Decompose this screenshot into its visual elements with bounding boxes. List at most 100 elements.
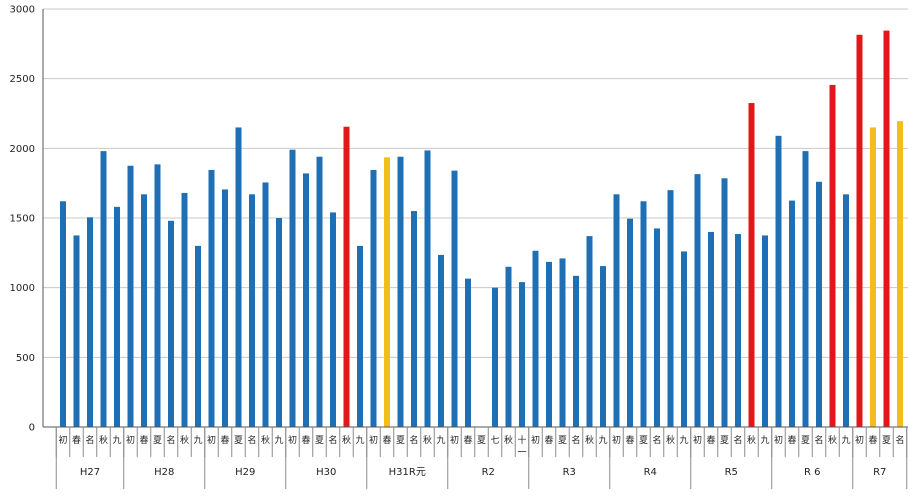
bars <box>60 30 903 428</box>
x-tick-label: 夏 <box>396 435 405 446</box>
x-tick-label: 九 <box>193 435 202 446</box>
bar <box>519 282 525 427</box>
axes <box>42 9 908 489</box>
x-tick-label: 初 <box>369 434 378 446</box>
bar <box>870 127 876 427</box>
bar <box>802 151 809 427</box>
x-tick-label: 春 <box>625 434 634 446</box>
year-label: H28 <box>154 467 174 478</box>
bar <box>843 194 849 427</box>
bar <box>613 194 620 427</box>
bar <box>573 275 579 427</box>
y-tick-label: 0 <box>29 423 35 434</box>
x-tick-label: 初 <box>126 434 135 446</box>
year-label: H29 <box>235 467 255 478</box>
x-tick-label: 夏 <box>801 435 810 446</box>
bar <box>357 245 363 427</box>
bar <box>276 218 282 427</box>
bar <box>816 181 822 427</box>
bar <box>438 254 444 427</box>
bar <box>127 165 134 427</box>
x-tick-label: 九 <box>274 435 283 446</box>
x-tick-label: 初 <box>207 434 216 446</box>
x-tick-label: 九 <box>679 435 688 446</box>
bar <box>721 178 728 427</box>
x-tick-label: 初 <box>288 434 297 446</box>
x-tick-label: 名 <box>895 434 904 446</box>
x-tick-label: 九 <box>760 435 769 446</box>
x-tick-label: 春 <box>787 434 796 446</box>
y-tick-label: 2500 <box>10 74 35 85</box>
bar <box>73 235 80 427</box>
bar <box>694 174 701 427</box>
bar <box>735 234 741 427</box>
year-label: R 6 <box>804 467 821 478</box>
y-tick-label: 500 <box>16 353 35 364</box>
bar <box>424 150 431 427</box>
x-tick-label: 秋 <box>504 434 513 446</box>
year-label: R3 <box>563 467 576 478</box>
x-tick-label: 春 <box>868 434 877 446</box>
x-tick-label: 初 <box>774 434 783 446</box>
bar <box>141 194 147 427</box>
x-tick-label: 春 <box>220 434 229 446</box>
x-tick-label: 九 <box>112 435 121 446</box>
x-tick-label: 九 <box>841 435 850 446</box>
y-axis-ticks: 0 500 1000 1500 2000 2500 3000 <box>10 5 35 434</box>
bar <box>762 235 768 427</box>
x-tick-label: 夏 <box>315 435 324 446</box>
year-label: R7 <box>873 467 886 478</box>
x-tick-label: 九 <box>598 435 607 446</box>
x-tick-label: 夏 <box>720 435 729 446</box>
x-tick-label: 夏 <box>477 435 486 446</box>
year-label: H30 <box>316 467 336 478</box>
x-tick-label: 夏 <box>639 435 648 446</box>
x-tick-label: 秋 <box>99 434 108 446</box>
x-tick-label: 秋 <box>666 434 675 446</box>
bar <box>384 157 390 427</box>
bar <box>222 189 228 427</box>
x-tick-label: 名 <box>814 434 823 446</box>
bar <box>546 261 552 427</box>
x-tick-label: 名 <box>85 434 94 446</box>
x-tick-label: 九 <box>436 435 445 446</box>
x-tick-label: 名 <box>247 434 256 446</box>
year-label: R4 <box>644 467 657 478</box>
x-tick-label: 夏 <box>234 435 243 446</box>
year-labels: H27 H28 H29 H30 H31R元 R2 R3 R4 R5 R 6 R7 <box>80 467 887 478</box>
bar <box>829 84 836 427</box>
bar <box>451 170 458 428</box>
x-tick-label: 春 <box>301 434 310 446</box>
bar <box>789 200 795 427</box>
year-label: H27 <box>80 467 100 478</box>
y-tick-label: 1500 <box>10 214 35 225</box>
x-tick-label: 夏 <box>153 435 162 446</box>
bar <box>667 190 674 427</box>
x-tick-label: 七 <box>490 435 499 446</box>
bar <box>640 201 647 427</box>
bar <box>262 182 269 427</box>
bar <box>411 211 417 427</box>
bar <box>316 156 323 427</box>
bar <box>492 287 498 427</box>
x-tick-label: 初 <box>58 434 67 446</box>
bar <box>195 245 201 427</box>
x-tick-label: 初 <box>450 434 459 446</box>
x-tick-label: 夏 <box>882 435 891 446</box>
x-tick-label: 秋 <box>585 434 594 446</box>
bar <box>654 228 660 427</box>
y-tick-label: 3000 <box>10 5 35 16</box>
x-tick-label: 春 <box>463 434 472 446</box>
x-tick-label: 初 <box>693 434 702 446</box>
x-tick-label: 九 <box>355 435 364 446</box>
x-tick-label: 秋 <box>747 434 756 446</box>
bar <box>87 217 93 427</box>
bar <box>505 266 512 427</box>
x-axis-labels: 初春名秋九初春夏名秋九初春夏名秋九初春夏名秋九初春夏名秋九初春夏七秋十一初春夏名… <box>58 434 904 458</box>
bar <box>600 266 606 427</box>
x-tick-label: 秋 <box>342 434 351 446</box>
x-tick-label: 秋 <box>261 434 270 446</box>
x-tick-label: 春 <box>139 434 148 446</box>
year-label: H31R元 <box>389 467 426 478</box>
